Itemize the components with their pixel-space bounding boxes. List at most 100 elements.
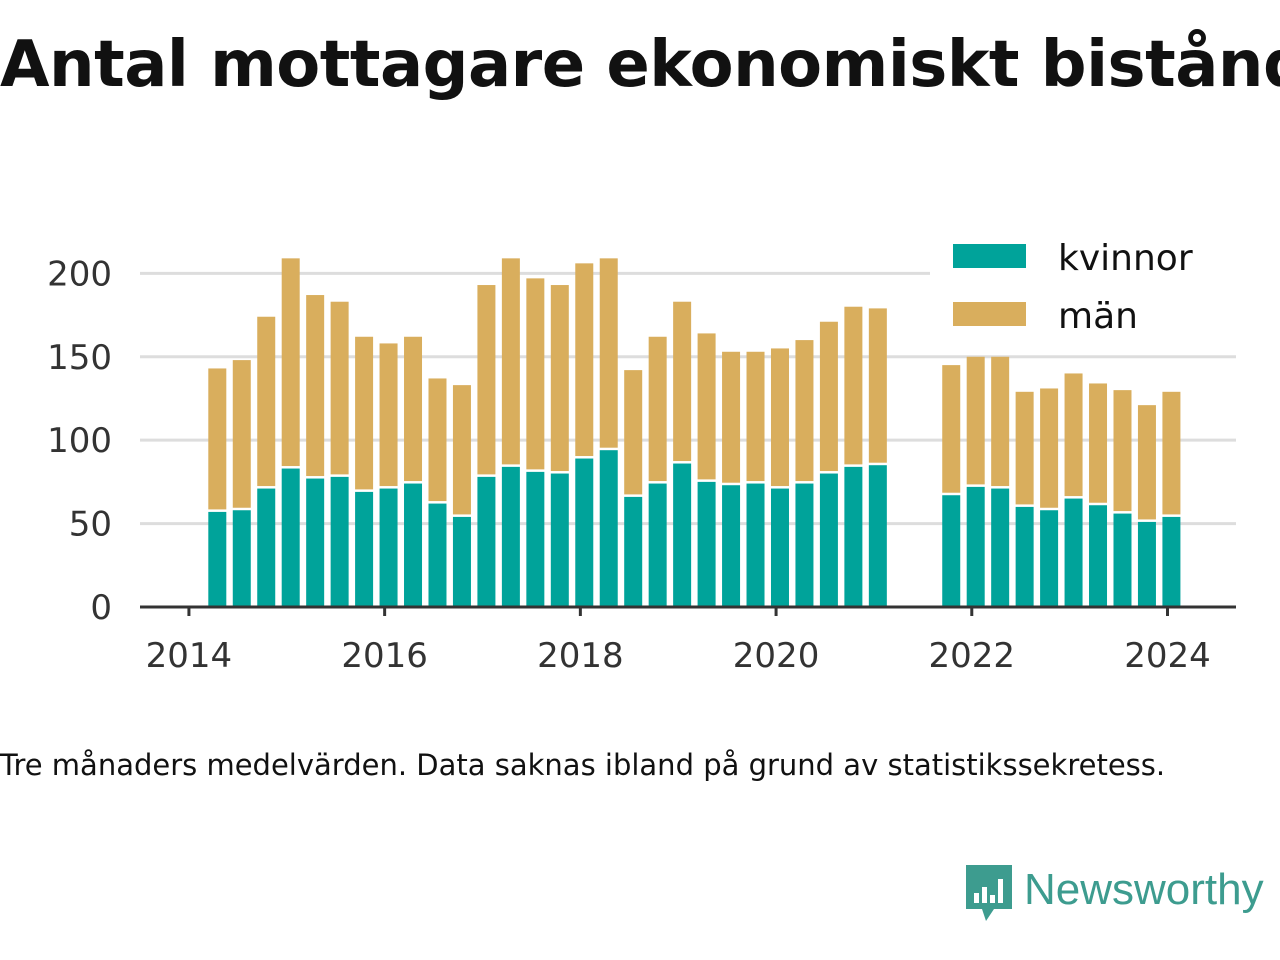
bar-man — [697, 333, 716, 480]
bar-kvinnor — [355, 491, 374, 607]
bar-man — [208, 368, 227, 510]
bar-kvinnor — [306, 478, 325, 607]
bar-kvinnor — [599, 450, 618, 607]
bar-man — [428, 378, 447, 502]
bar-man — [526, 278, 545, 470]
bar-kvinnor — [1113, 513, 1132, 607]
bar-man — [452, 385, 471, 515]
bar-kvinnor — [1162, 516, 1181, 607]
bar-man — [868, 308, 887, 463]
bar-kvinnor — [1040, 510, 1059, 607]
bar-kvinnor — [697, 481, 716, 607]
bar-man — [599, 258, 618, 448]
bar-man — [550, 285, 569, 472]
bar-man — [232, 360, 251, 508]
bar-man — [404, 336, 423, 482]
bar-man — [648, 336, 667, 482]
y-axis-tick-labels: 0 50 100 150 200 — [47, 254, 112, 628]
bar-man — [844, 306, 863, 465]
x-tick-label: 2024 — [1124, 636, 1211, 676]
bar-man — [1113, 390, 1132, 512]
bar-kvinnor — [330, 476, 349, 607]
bar-man — [966, 356, 985, 485]
bar-kvinnor — [550, 473, 569, 607]
x-tick-label: 2016 — [341, 636, 428, 676]
bar-kvinnor — [404, 483, 423, 607]
bar-man — [306, 295, 325, 477]
bar-kvinnor — [648, 483, 667, 607]
brand-logo[interactable]: Newsworthy — [964, 862, 1264, 926]
legend-swatch-man — [953, 302, 1026, 326]
chart-caption: Tre månaders medelvärden. Data saknas ib… — [0, 748, 1166, 782]
bar-kvinnor — [966, 486, 985, 607]
bar-kvinnor — [477, 476, 496, 607]
page-title: Antal mottagare ekonomiskt bistånd — [0, 28, 1280, 102]
bar-man — [1089, 383, 1108, 503]
bar-kvinnor — [1015, 506, 1034, 607]
bar-kvinnor — [624, 496, 643, 607]
bar-kvinnor — [452, 516, 471, 607]
brand-name: Newsworthy — [1024, 865, 1264, 914]
y-tick-label: 100 — [47, 421, 112, 461]
legend-swatch-kvinnor — [953, 244, 1026, 268]
legend-label-man: män — [1058, 296, 1138, 337]
bar-man — [330, 301, 349, 475]
y-tick-label: 0 — [90, 588, 112, 628]
bar-man — [991, 356, 1010, 487]
bar-man — [795, 340, 814, 482]
newsworthy-chart-bubble-icon — [966, 865, 1012, 921]
bar-kvinnor — [428, 503, 447, 607]
bar-man — [673, 301, 692, 462]
bars — [208, 258, 1181, 607]
bar-kvinnor — [1089, 505, 1108, 607]
bar-kvinnor — [379, 488, 398, 607]
y-tick-label: 200 — [47, 254, 112, 294]
bar-man — [1064, 373, 1083, 497]
bar-man — [770, 348, 789, 487]
x-tick-label: 2018 — [537, 636, 624, 676]
bar-kvinnor — [1137, 521, 1156, 607]
bar-kvinnor — [770, 488, 789, 607]
bar-kvinnor — [1064, 498, 1083, 607]
bar-kvinnor — [942, 495, 961, 607]
bar-man — [1137, 405, 1156, 520]
bar-kvinnor — [991, 488, 1010, 607]
bar-man — [746, 351, 765, 482]
bar-kvinnor — [868, 465, 887, 607]
bar-kvinnor — [673, 463, 692, 607]
bar-man — [257, 316, 276, 487]
bar-man — [942, 365, 961, 493]
bar-kvinnor — [501, 466, 520, 607]
bar-man — [501, 258, 520, 465]
bar-man — [575, 263, 594, 457]
bar-man — [1162, 391, 1181, 515]
bar-man — [477, 285, 496, 475]
bar-kvinnor — [208, 511, 227, 607]
bar-kvinnor — [281, 468, 300, 607]
bar-man — [1040, 388, 1059, 508]
bar-kvinnor — [526, 471, 545, 607]
bar-kvinnor — [722, 485, 741, 607]
stacked-bar-chart: 0 50 100 150 200 2014 2016 2018 2020 2022 2024 kv… — [47, 236, 1240, 676]
x-tick-label: 2014 — [146, 636, 233, 676]
bar-man — [722, 351, 741, 483]
x-tick-label: 2020 — [733, 636, 820, 676]
bar-kvinnor — [819, 473, 838, 607]
x-tick-label: 2022 — [929, 636, 1016, 676]
bar-kvinnor — [746, 483, 765, 607]
bar-kvinnor — [232, 510, 251, 607]
bar-kvinnor — [844, 466, 863, 607]
bar-man — [379, 343, 398, 487]
bar-man — [1015, 391, 1034, 505]
bar-kvinnor — [795, 483, 814, 607]
bar-kvinnor — [575, 458, 594, 607]
bar-man — [819, 321, 838, 472]
y-tick-label: 150 — [47, 338, 112, 378]
bar-kvinnor — [257, 488, 276, 607]
bar-man — [624, 370, 643, 495]
legend: kvinnor män — [930, 236, 1240, 346]
x-axis-ticks: 2014 2016 2018 2020 2022 2024 — [146, 607, 1211, 676]
legend-label-kvinnor: kvinnor — [1058, 238, 1193, 279]
bar-man — [281, 258, 300, 467]
y-tick-label: 50 — [69, 505, 112, 545]
